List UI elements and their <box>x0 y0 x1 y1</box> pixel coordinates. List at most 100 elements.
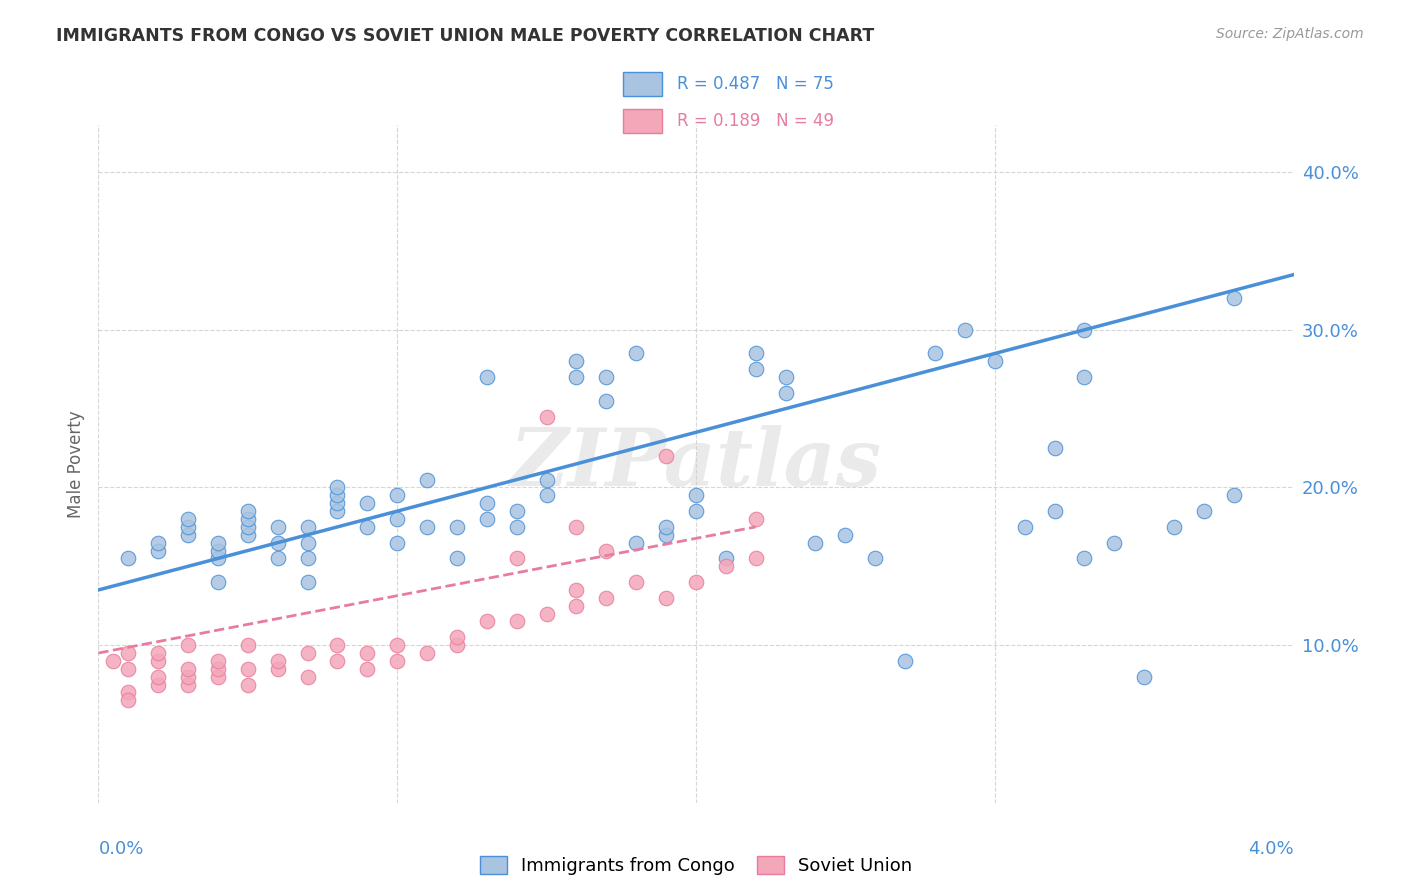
Point <box>117 551 139 566</box>
Point <box>536 409 558 424</box>
Point <box>506 520 529 534</box>
Point <box>326 654 349 668</box>
Point <box>148 535 170 549</box>
Point <box>685 488 707 502</box>
Point <box>655 449 678 463</box>
Point <box>148 543 170 558</box>
Point <box>148 677 170 691</box>
Point <box>385 512 409 526</box>
Text: ZIPatlas: ZIPatlas <box>510 425 882 502</box>
Point <box>655 528 678 542</box>
Point <box>1192 504 1215 518</box>
Point <box>207 543 229 558</box>
Point <box>714 559 737 574</box>
Point <box>475 615 498 629</box>
Point <box>117 685 139 699</box>
Point <box>1073 370 1095 384</box>
Point <box>595 370 617 384</box>
Point <box>385 654 409 668</box>
Point <box>894 654 917 668</box>
Point <box>416 520 439 534</box>
Point <box>297 535 319 549</box>
Point <box>565 370 588 384</box>
Point <box>207 654 229 668</box>
Point <box>745 346 768 360</box>
Point <box>207 662 229 676</box>
Point <box>685 504 707 518</box>
Text: 0.0%: 0.0% <box>98 840 143 858</box>
Point <box>297 551 319 566</box>
Point <box>595 543 617 558</box>
Point <box>834 528 856 542</box>
Point <box>475 370 498 384</box>
Point <box>1043 441 1066 455</box>
Point <box>117 662 139 676</box>
Point <box>804 535 827 549</box>
Point <box>953 323 976 337</box>
Point <box>297 670 319 684</box>
Point <box>446 551 468 566</box>
Point <box>624 575 647 590</box>
Point <box>177 662 200 676</box>
Point <box>267 662 290 676</box>
Point <box>326 638 349 652</box>
Point <box>624 535 647 549</box>
Point <box>177 677 200 691</box>
Point <box>565 354 588 368</box>
Point <box>207 575 229 590</box>
Point <box>267 654 290 668</box>
Point <box>565 520 588 534</box>
Point <box>1043 504 1066 518</box>
Text: 4.0%: 4.0% <box>1249 840 1294 858</box>
Point <box>655 591 678 605</box>
Point <box>148 670 170 684</box>
Point <box>446 520 468 534</box>
Point <box>267 520 290 534</box>
Point <box>267 535 290 549</box>
Point <box>536 607 558 621</box>
Point <box>624 346 647 360</box>
Point <box>103 654 125 668</box>
Point <box>506 551 529 566</box>
Point <box>236 638 259 652</box>
Text: Source: ZipAtlas.com: Source: ZipAtlas.com <box>1216 27 1364 41</box>
Text: IMMIGRANTS FROM CONGO VS SOVIET UNION MALE POVERTY CORRELATION CHART: IMMIGRANTS FROM CONGO VS SOVIET UNION MA… <box>56 27 875 45</box>
Point <box>536 488 558 502</box>
Point <box>416 473 439 487</box>
Point <box>506 615 529 629</box>
Point <box>297 520 319 534</box>
Point <box>1073 551 1095 566</box>
Point <box>536 473 558 487</box>
Point <box>385 638 409 652</box>
Point <box>148 654 170 668</box>
Point <box>385 488 409 502</box>
Point <box>446 638 468 652</box>
Point <box>267 551 290 566</box>
Y-axis label: Male Poverty: Male Poverty <box>67 410 86 517</box>
Point <box>236 504 259 518</box>
Point <box>177 528 200 542</box>
Point <box>1133 670 1156 684</box>
Point <box>207 551 229 566</box>
Point <box>924 346 946 360</box>
Point <box>385 535 409 549</box>
Point <box>326 504 349 518</box>
Point <box>416 646 439 660</box>
Point <box>177 670 200 684</box>
Point <box>177 638 200 652</box>
Point <box>356 662 378 676</box>
Point <box>475 496 498 510</box>
Point <box>148 646 170 660</box>
Point <box>326 496 349 510</box>
Legend: Immigrants from Congo, Soviet Union: Immigrants from Congo, Soviet Union <box>479 855 912 875</box>
Point <box>356 646 378 660</box>
Point <box>326 488 349 502</box>
FancyBboxPatch shape <box>623 72 662 96</box>
Point <box>655 520 678 534</box>
Point <box>297 646 319 660</box>
Point <box>475 512 498 526</box>
Point <box>745 362 768 376</box>
Point <box>745 512 768 526</box>
Point <box>565 582 588 597</box>
Point <box>446 630 468 644</box>
